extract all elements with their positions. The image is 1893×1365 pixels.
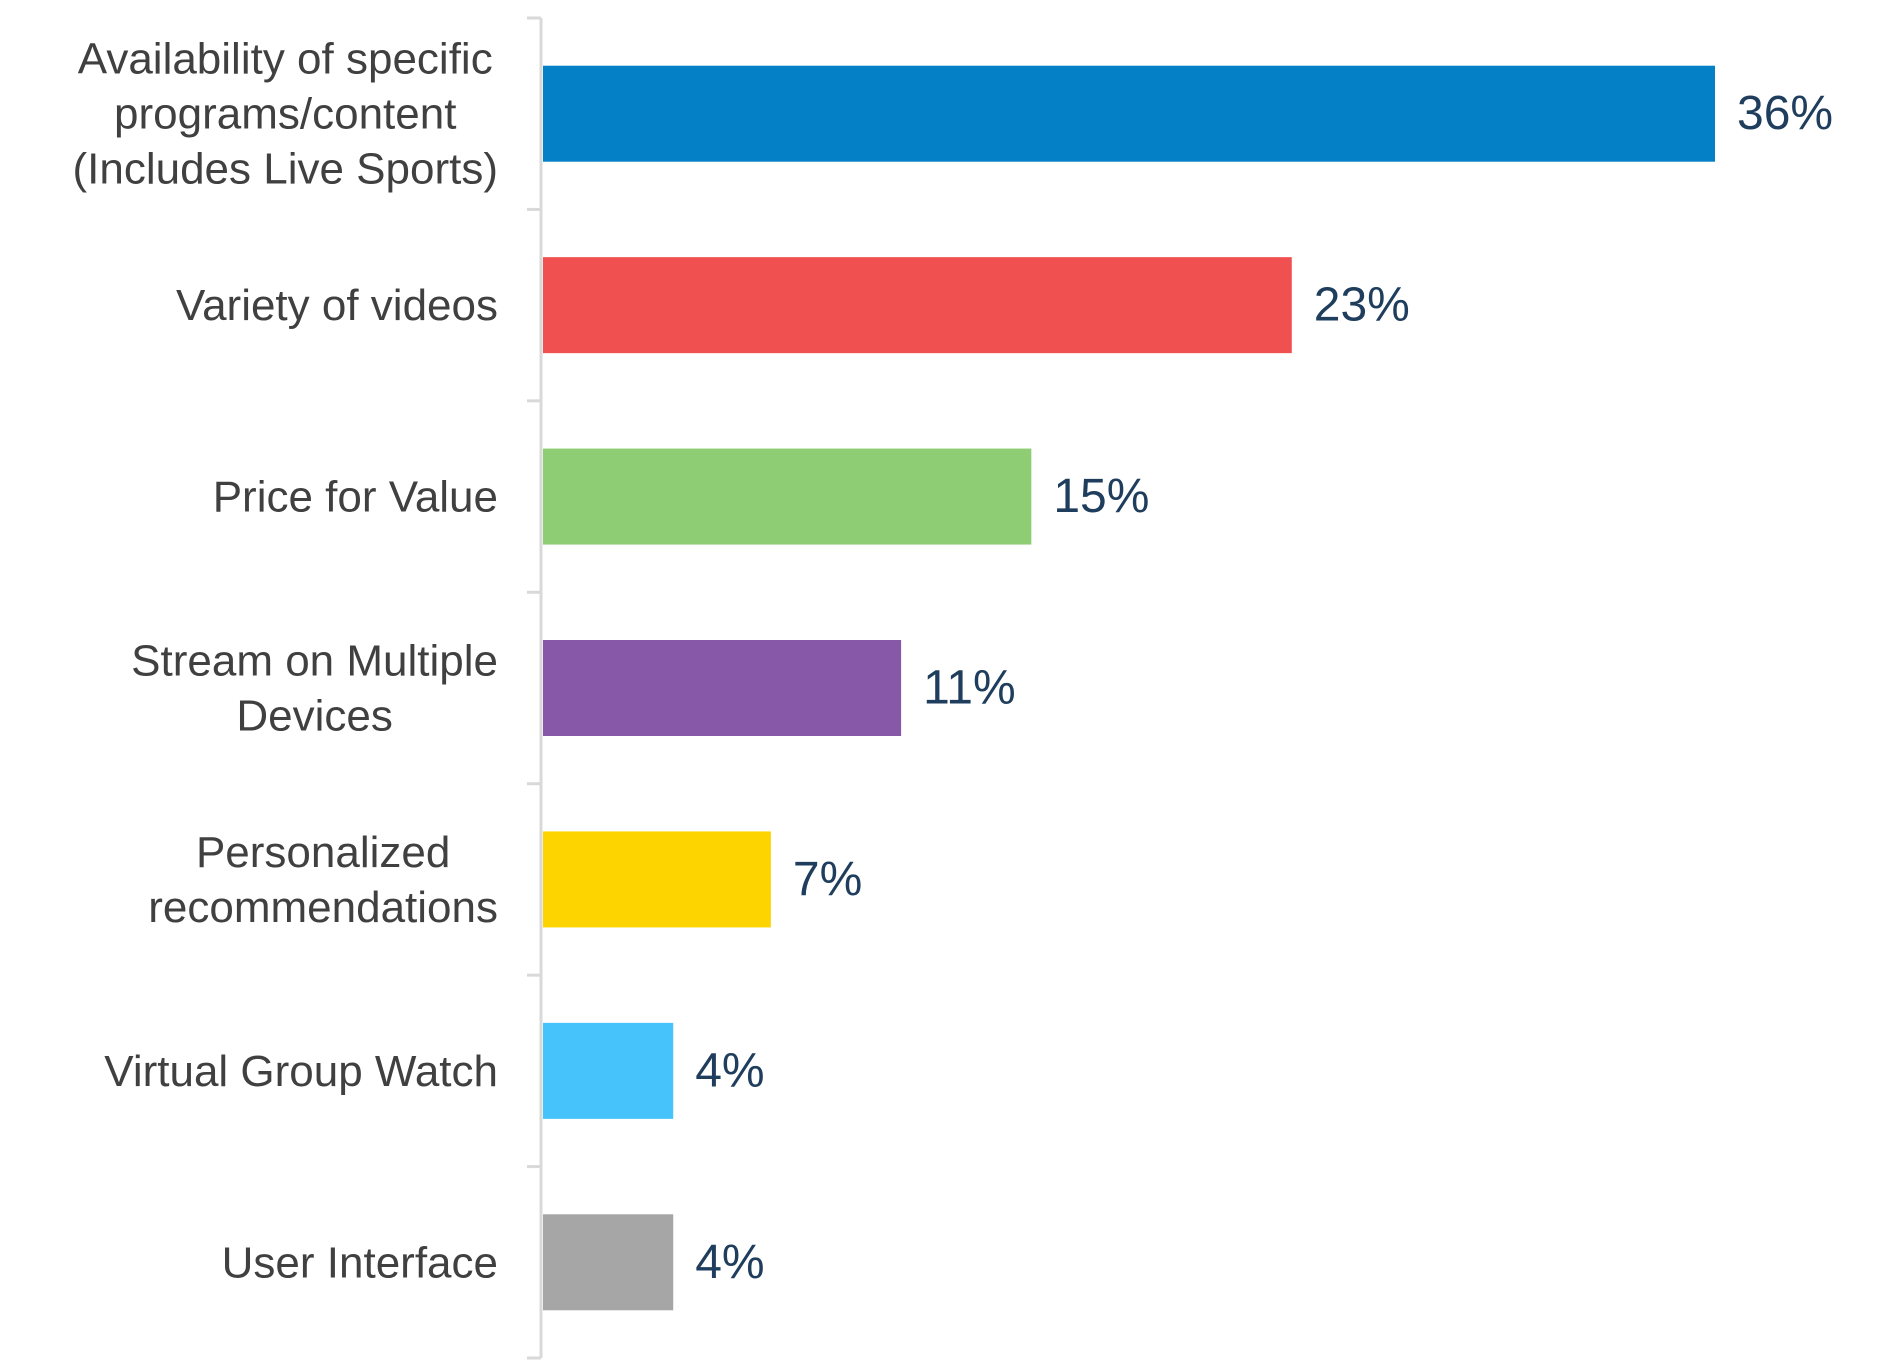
category-label: Stream on Multiple Devices bbox=[131, 636, 498, 740]
category-label-line: Virtual Group Watch bbox=[104, 1046, 498, 1095]
category-label-line: Stream on Multiple bbox=[131, 636, 498, 685]
bar bbox=[543, 831, 771, 928]
category-label: User Interface bbox=[222, 1238, 498, 1287]
category-label-line: Variety of videos bbox=[176, 281, 498, 330]
data-label: 11% bbox=[923, 662, 1016, 715]
data-label: 4% bbox=[695, 1236, 764, 1289]
value-labels: 36% 23% 15% 11% 7% 4% 4% bbox=[695, 87, 1833, 1289]
data-label: 15% bbox=[1053, 470, 1149, 523]
data-label: 7% bbox=[793, 853, 862, 906]
category-label-line: programs/content bbox=[114, 89, 456, 138]
category-label: Availability of specific programs/content… bbox=[72, 34, 498, 193]
category-label: Variety of videos bbox=[176, 281, 498, 330]
category-label: Personalized recommendations bbox=[148, 827, 498, 931]
bar bbox=[543, 448, 1032, 545]
data-label: 23% bbox=[1314, 279, 1410, 332]
bar bbox=[543, 1022, 674, 1119]
category-labels: Availability of specific programs/content… bbox=[72, 34, 498, 1287]
category-label-line: (Includes Live Sports) bbox=[72, 144, 498, 193]
category-label: Price for Value bbox=[213, 472, 498, 521]
category-label-line: Personalized bbox=[196, 827, 450, 876]
y-axis bbox=[527, 16, 543, 1360]
bars bbox=[543, 65, 1715, 1311]
bar bbox=[543, 65, 1715, 162]
bar bbox=[543, 1214, 674, 1311]
category-label: Virtual Group Watch bbox=[104, 1046, 498, 1095]
category-label-line: Devices bbox=[236, 691, 393, 740]
data-label: 4% bbox=[695, 1044, 764, 1097]
category-label-line: User Interface bbox=[222, 1238, 498, 1287]
category-label-line: recommendations bbox=[148, 882, 498, 931]
bar bbox=[543, 257, 1292, 354]
category-label-line: Price for Value bbox=[213, 472, 498, 521]
data-label: 36% bbox=[1737, 87, 1833, 140]
category-label-line: Availability of specific bbox=[78, 34, 493, 83]
bar bbox=[543, 640, 902, 736]
